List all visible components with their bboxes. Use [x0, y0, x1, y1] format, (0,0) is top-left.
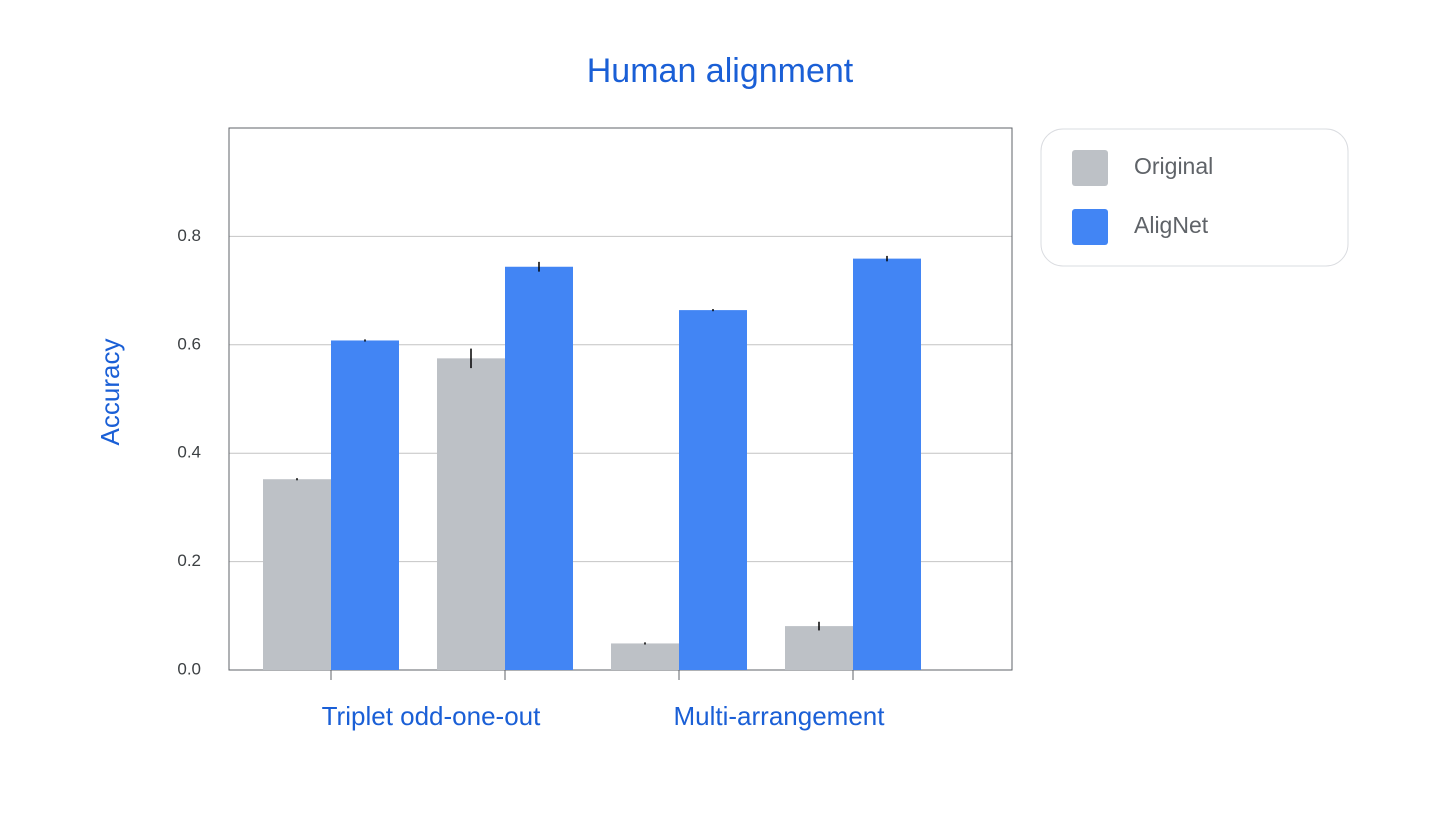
legend-swatch [1072, 150, 1108, 186]
legend-swatch [1072, 209, 1108, 245]
group-label: Triplet odd-one-out [322, 701, 541, 731]
bar [679, 310, 747, 670]
y-tick-label: 0.2 [177, 551, 201, 570]
y-tick-label: 0.8 [177, 226, 201, 245]
bar [853, 258, 921, 670]
bar [263, 479, 331, 670]
group-label: Multi-arrangement [674, 701, 886, 731]
bar [785, 626, 853, 670]
chart-title: Human alignment [587, 52, 854, 90]
y-tick-label: 0.0 [177, 659, 201, 678]
bar [331, 340, 399, 670]
bar [505, 266, 573, 670]
y-tick-label: 0.4 [177, 443, 201, 462]
legend-label: Original [1134, 153, 1213, 179]
y-tick-label: 0.6 [177, 334, 201, 353]
bar [611, 643, 679, 670]
bar [437, 358, 505, 670]
y-axis-label: Accuracy [95, 339, 125, 446]
legend-box [1040, 128, 1349, 267]
legend-label: AligNet [1134, 212, 1209, 238]
